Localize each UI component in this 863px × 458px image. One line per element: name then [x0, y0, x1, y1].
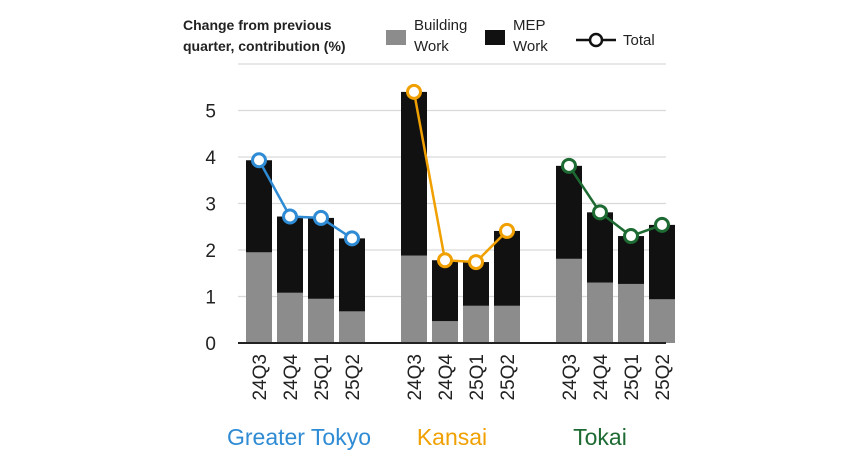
y-tick-label: 0	[205, 334, 216, 355]
region-labels: Greater Tokyo Kansai Tokai	[227, 424, 627, 450]
bar-mep-tokai-24Q4	[587, 212, 613, 283]
total-marker-kansai-24Q3	[406, 83, 422, 100]
bar-building-tokai-25Q2	[649, 299, 675, 343]
bar-building-greater-tokyo-24Q4	[277, 292, 303, 343]
region-label-tokai: Tokai	[573, 424, 627, 450]
x-tick-label-tokai-24Q3: 24Q3	[560, 354, 581, 400]
total-lines	[251, 83, 670, 271]
x-tick-label-greater-tokyo-24Q3: 24Q3	[250, 354, 271, 400]
bars	[246, 91, 675, 343]
total-marker-kansai-24Q4	[437, 252, 453, 269]
y-tick-label: 3	[205, 195, 216, 216]
y-tick-label: 1	[205, 288, 216, 309]
total-marker-greater-tokyo-25Q1	[313, 209, 329, 226]
bar-mep-greater-tokyo-24Q4	[277, 216, 303, 293]
bar-building-kansai-24Q4	[432, 321, 458, 343]
x-tick-label-kansai-25Q2: 25Q2	[498, 354, 519, 400]
bar-mep-greater-tokyo-25Q2	[339, 238, 365, 312]
legend-mep-swatch	[485, 30, 505, 45]
total-marker-greater-tokyo-25Q2	[344, 230, 360, 247]
legend-mep-label-line2: Work	[513, 38, 548, 55]
legend-total-marker	[588, 32, 604, 48]
legend-total-label: Total	[623, 32, 655, 49]
legend-building-label-line2: Work	[414, 38, 449, 55]
total-line-kansai	[412, 91, 508, 264]
legend: Building Work MEP Work Total	[386, 17, 655, 55]
x-tick-label-greater-tokyo-24Q4: 24Q4	[281, 354, 302, 401]
bar-mep-kansai-25Q2	[494, 230, 520, 306]
x-tick-label-kansai-24Q4: 24Q4	[436, 354, 457, 401]
bar-building-tokai-24Q3	[556, 258, 582, 343]
y-axis-title-line1: Change from previous	[183, 17, 332, 33]
x-tick-label-greater-tokyo-25Q1: 25Q1	[312, 354, 333, 400]
legend-building-label-line1: Building	[414, 17, 467, 34]
bar-building-kansai-24Q3	[401, 255, 427, 343]
total-marker-tokai-25Q1	[623, 228, 639, 245]
x-tick-labels: 24Q3 24Q4 25Q1 25Q2 24Q3 24Q4 25Q1 25Q2 24Q3 24Q4…	[250, 354, 674, 401]
total-marker-tokai-25Q2	[654, 216, 670, 233]
x-tick-label-greater-tokyo-25Q2: 25Q2	[343, 354, 364, 400]
x-tick-label-tokai-25Q1: 25Q1	[622, 354, 643, 400]
bar-mep-greater-tokyo-24Q3	[246, 160, 272, 253]
total-marker-kansai-25Q2	[499, 222, 515, 239]
y-tick-label: 2	[205, 241, 216, 262]
total-marker-tokai-24Q3	[561, 157, 577, 174]
bar-building-tokai-24Q4	[587, 282, 613, 343]
bar-building-tokai-25Q1	[618, 283, 644, 343]
y-tick-label: 5	[205, 102, 216, 123]
y-tick-labels: 0 1 2 3 4 5	[205, 102, 216, 356]
x-tick-label-tokai-25Q2: 25Q2	[653, 354, 674, 400]
legend-mep-label-line1: MEP	[513, 17, 546, 34]
bar-mep-greater-tokyo-25Q1	[308, 217, 334, 299]
total-marker-kansai-25Q1	[468, 254, 484, 271]
total-line-tokai	[567, 165, 663, 238]
region-label-kansai: Kansai	[417, 424, 487, 450]
bar-mep-tokai-25Q2	[649, 224, 675, 300]
region-label-greater-tokyo: Greater Tokyo	[227, 424, 371, 450]
bar-building-kansai-25Q1	[463, 305, 489, 343]
x-tick-label-kansai-24Q3: 24Q3	[405, 354, 426, 400]
total-marker-greater-tokyo-24Q4	[282, 208, 298, 225]
total-marker-greater-tokyo-24Q3	[251, 152, 267, 169]
bar-building-kansai-25Q2	[494, 305, 520, 343]
bar-building-greater-tokyo-25Q1	[308, 298, 334, 343]
x-tick-label-tokai-24Q4: 24Q4	[591, 354, 612, 401]
total-marker-tokai-24Q4	[592, 204, 608, 221]
bar-mep-tokai-24Q3	[556, 165, 582, 259]
x-tick-label-kansai-25Q1: 25Q1	[467, 354, 488, 400]
bar-building-greater-tokyo-25Q2	[339, 311, 365, 343]
legend-building-swatch	[386, 30, 406, 45]
bar-mep-kansai-24Q3	[401, 91, 427, 256]
total-line-greater-tokyo	[257, 159, 353, 240]
bar-building-greater-tokyo-24Q3	[246, 252, 272, 343]
y-axis-title-line2: quarter, contribution (%)	[183, 38, 346, 54]
y-tick-label: 4	[205, 148, 216, 169]
bar-mep-kansai-24Q4	[432, 260, 458, 322]
